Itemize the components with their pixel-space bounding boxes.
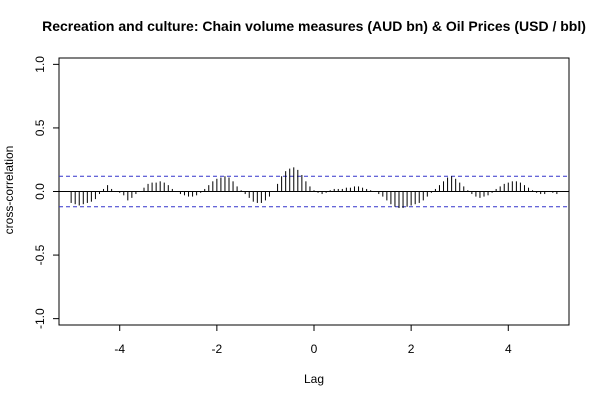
x-tick-label: -2 xyxy=(212,342,223,356)
x-tick-label: -4 xyxy=(114,342,125,356)
y-tick-label: 0.0 xyxy=(33,183,47,200)
y-tick-label: 0.5 xyxy=(33,119,47,136)
x-tick-label: 0 xyxy=(311,342,318,356)
x-tick-label: 2 xyxy=(408,342,415,356)
y-tick-label: -0.5 xyxy=(33,244,47,265)
chart-title: Recreation and culture: Chain volume mea… xyxy=(42,18,586,34)
y-tick-label: 1.0 xyxy=(33,56,47,73)
x-tick-label: 4 xyxy=(505,342,512,356)
x-axis-label: Lag xyxy=(304,372,324,386)
plot-area: -4 -2 0 2 4 -1.0 -0.5 0.0 0.5 1.0 xyxy=(33,56,570,356)
y-tick-label: -1.0 xyxy=(33,308,47,329)
y-axis-label: cross-correlation xyxy=(2,146,16,235)
